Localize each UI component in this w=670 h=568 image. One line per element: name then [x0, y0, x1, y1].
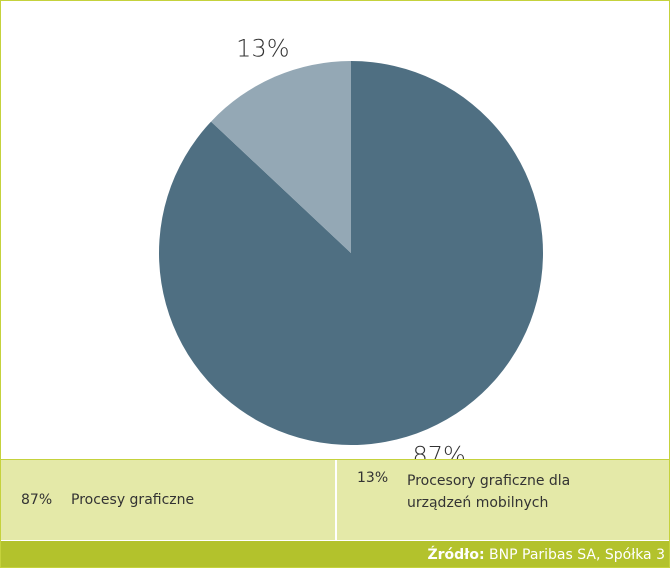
- source-label: Źródło:: [427, 547, 485, 563]
- source: BNP Paribas SA, Spółka 3: [489, 547, 665, 563]
- legend-label: Procesory graficzne dla urządzeń mobilny…: [407, 473, 571, 511]
- slice-label: 13%: [236, 34, 289, 62]
- legend-value: 87%: [21, 492, 53, 508]
- legend-item: 87% Procesy graficzne: [1, 460, 335, 540]
- legend-label: Procesy graficzne: [71, 492, 195, 508]
- pie-slice: [211, 61, 351, 253]
- pie-slice: [158, 61, 543, 446]
- legend-item: 13% Procesory graficzne dla urządzeń mobi…: [335, 460, 669, 540]
- source-bar: Źródło: BNP Paribas SA, Spółka 3: [1, 541, 669, 567]
- legend: 87% Procesy graficzne 13% Procesory graficz…: [1, 459, 669, 540]
- slice-label: 87%: [412, 442, 465, 459]
- legend-value: 13%: [357, 470, 389, 486]
- pie-chart: 87% 13%: [158, 34, 543, 459]
